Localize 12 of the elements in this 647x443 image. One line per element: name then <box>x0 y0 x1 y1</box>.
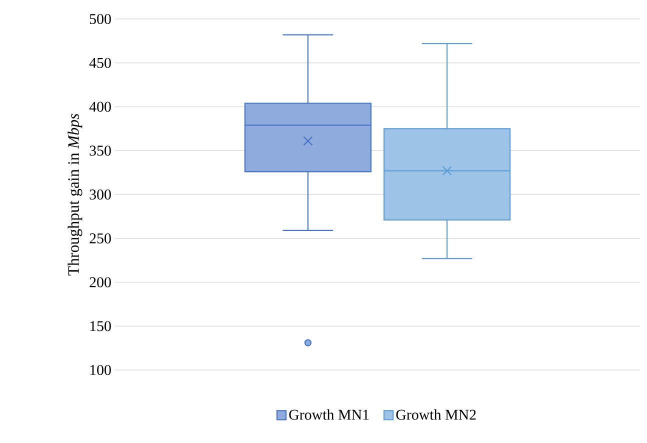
legend-label: Growth MN2 <box>396 409 476 420</box>
y-tick-label: 150 <box>90 321 111 332</box>
y-tick-label: 100 <box>90 364 111 376</box>
y-axis-title: Throughput gain in Mbps <box>68 114 82 276</box>
y-tick-label: 250 <box>90 233 111 244</box>
y-tick-label: 200 <box>90 277 111 288</box>
y-tick-label: 500 <box>90 14 111 24</box>
y-tick-label: 350 <box>90 146 111 156</box>
legend-label: Growth MN1 <box>289 409 369 420</box>
y-tick-label: 300 <box>90 189 111 200</box>
y-tick-label: 450 <box>89 58 111 68</box>
y-tick-label: 400 <box>89 102 111 112</box>
